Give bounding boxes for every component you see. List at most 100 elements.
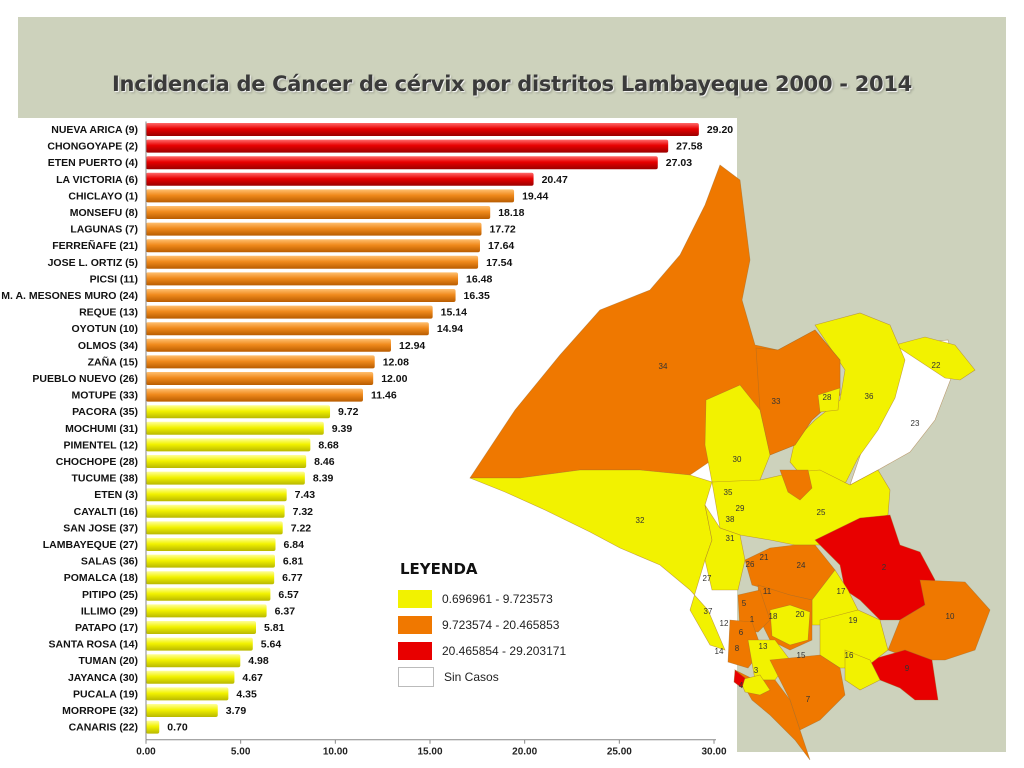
bar [146,322,429,336]
category-label: LAGUNAS (7) [70,224,138,236]
district-number-label: 5 [742,599,747,608]
district-number-label: 10 [946,612,955,621]
district-number-label: 25 [817,508,826,517]
value-label: 17.72 [489,224,515,236]
district-number-label: 2 [882,563,887,572]
district-region [733,669,746,689]
bar [146,604,267,618]
district-region [844,649,881,691]
legend-title: LEYENDA [400,560,478,578]
value-label: 4.35 [236,688,257,700]
district-number-label: 3 [754,666,759,675]
legend-item: 20.465854 - 29.203171 [395,638,590,664]
value-label: 5.81 [264,622,285,634]
district-number-label: 29 [736,504,745,513]
district-number-label: 9 [905,664,910,673]
legend-label: 9.723574 - 20.465853 [442,618,560,632]
district-number-label: 33 [772,397,781,406]
category-label: OLMOS (34) [78,340,138,352]
value-label: 5.64 [261,639,282,651]
district-number-label: 23 [911,419,920,428]
bar [146,405,331,419]
bar [146,471,305,485]
category-label: LA VICTORIA (6) [56,174,138,186]
category-label: ILLIMO (29) [81,605,138,617]
category-label: MONSEFU (8) [70,207,138,219]
category-label: JOSE L. ORTIZ (5) [48,257,138,269]
value-label: 12.94 [399,340,425,352]
district-region [817,387,841,413]
category-label: CANARIS (22) [69,722,138,734]
bar [146,621,257,634]
bar [146,372,374,385]
category-label: LAMBAYEQUE (27) [43,539,138,551]
value-label: 7.43 [295,489,316,501]
legend-label: Sin Casos [444,670,499,684]
value-label: 16.35 [464,290,490,302]
bar [146,139,669,153]
category-label: JAYANCA (30) [68,672,138,684]
district-number-label: 4 [739,681,744,690]
district-number-label: 6 [739,628,744,637]
bar [146,239,480,253]
value-label: 27.03 [666,157,692,169]
category-label: M. A. MESONES MURO (24) [1,290,138,302]
district-number-label: 11 [763,587,772,596]
district-region [739,674,771,696]
value-label: 19.44 [522,190,548,202]
value-label: 6.57 [278,589,299,601]
value-label: 9.39 [332,423,353,435]
value-label: 6.84 [284,539,305,551]
district-region [469,469,726,651]
value-label: 4.67 [242,672,263,684]
category-label: CAYALTI (16) [74,506,138,518]
x-tick-label: 20.00 [512,747,537,758]
category-label: OYOTUN (10) [71,323,138,335]
value-label: 7.32 [293,506,314,518]
district-number-label: 36 [865,392,874,401]
category-label: PUCALA (19) [73,688,138,700]
value-label: 15.14 [441,307,467,319]
value-label: 17.54 [486,257,512,269]
district-number-label: 13 [759,642,768,651]
bar [146,720,160,734]
legend-item: 0.696961 - 9.723573 [395,586,590,612]
bar [146,289,456,302]
category-label: PUEBLO NUEVO (26) [32,373,138,385]
bar [146,222,482,236]
x-tick-label: 15.00 [417,747,442,758]
district-number-label: 20 [796,610,805,619]
x-tick-label: 0.00 [136,747,156,758]
value-label: 12.00 [381,373,407,385]
bar [146,704,218,717]
bar [146,455,307,468]
bar [146,172,534,186]
legend-label: 0.696961 - 9.723573 [442,592,553,606]
bar [146,388,363,402]
district-number-label: 38 [726,515,735,524]
category-label: CHOCHOPE (28) [56,456,138,468]
district-region [894,336,976,381]
bar [146,538,276,551]
bar [146,272,459,286]
bar [146,587,271,601]
district-number-label: 37 [704,607,713,616]
bar [146,654,241,668]
value-label: 6.81 [283,556,304,568]
district-number-label: 35 [724,488,733,497]
district-number-label: 15 [797,651,806,660]
district-number-label: 17 [837,587,846,596]
category-label: ETEN PUERTO (4) [48,157,138,169]
category-label: PICSI (11) [90,273,138,285]
bar [146,571,275,585]
category-label: ZAÑA (15) [88,355,138,368]
category-label: SALAS (36) [81,556,138,568]
legend-swatch-orange [398,616,432,634]
value-label: 4.98 [248,655,269,667]
value-label: 27.58 [676,141,702,153]
value-label: 8.39 [313,473,334,485]
bar [146,637,253,651]
x-tick-label: 30.00 [701,747,726,758]
